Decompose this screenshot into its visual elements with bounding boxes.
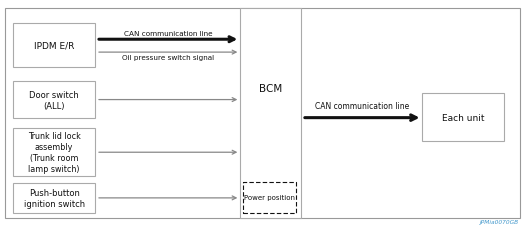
- Text: Push-button
ignition switch: Push-button ignition switch: [24, 188, 84, 208]
- Text: CAN communication line: CAN communication line: [124, 31, 212, 37]
- Text: Oil pressure switch signal: Oil pressure switch signal: [122, 55, 214, 61]
- Bar: [13, 128, 95, 177]
- Bar: [243, 182, 296, 213]
- Text: Each unit: Each unit: [442, 113, 485, 122]
- Text: Door switch
(ALL): Door switch (ALL): [29, 90, 79, 110]
- Text: JPMia0070GB: JPMia0070GB: [480, 219, 519, 224]
- Text: BCM: BCM: [259, 83, 282, 94]
- Bar: [13, 24, 95, 68]
- Text: IPDM E/R: IPDM E/R: [34, 41, 74, 50]
- Text: Power position: Power position: [244, 194, 295, 200]
- Bar: [422, 93, 504, 142]
- Text: Trunk lid lock
assembly
(Trunk room
lamp switch): Trunk lid lock assembly (Trunk room lamp…: [27, 131, 81, 173]
- Bar: [13, 82, 95, 118]
- Bar: [13, 183, 95, 213]
- Bar: [240, 9, 301, 218]
- Text: CAN communication line: CAN communication line: [315, 101, 409, 110]
